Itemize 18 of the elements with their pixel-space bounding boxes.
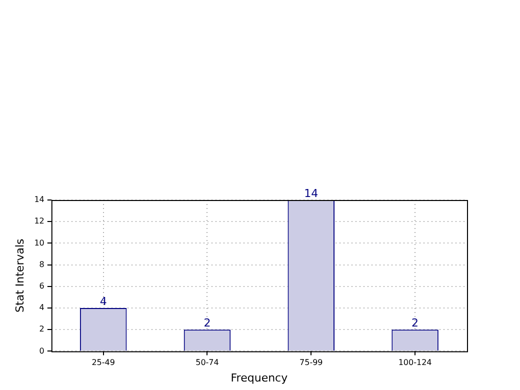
y-tick-label: 12 — [34, 216, 44, 226]
x-axis-title: Frequency — [230, 371, 288, 384]
y-tick-label: 4 — [39, 303, 44, 312]
data-label: 4 — [100, 295, 107, 308]
y-tick-label: 14 — [34, 195, 44, 204]
data-label: 2 — [412, 316, 419, 330]
x-tick-label: 50-74 — [196, 358, 219, 368]
y-tick-label: 2 — [39, 324, 44, 334]
x-tick-label: 100-124 — [398, 358, 432, 368]
data-label: 2 — [204, 316, 211, 330]
y-tick-label: 0 — [39, 346, 44, 356]
x-tick-label: 75-99 — [300, 358, 323, 368]
y-tick-label: 10 — [34, 238, 44, 248]
y-tick-label: 8 — [39, 260, 44, 269]
data-label: 14 — [304, 187, 318, 200]
y-tick-label: 6 — [39, 281, 44, 290]
x-tick-label: 25-49 — [92, 358, 115, 368]
y-axis-title: Stat Intervals — [13, 238, 26, 312]
